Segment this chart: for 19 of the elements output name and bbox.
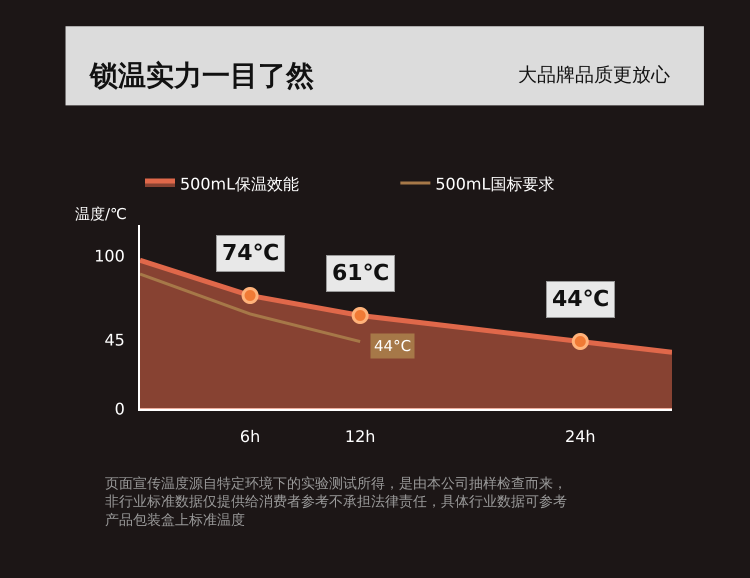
- data-label: 74℃: [222, 241, 280, 266]
- data-label: 61℃: [332, 261, 390, 286]
- x-tick-label: 12h: [344, 427, 376, 446]
- point: [242, 287, 259, 304]
- y-tick-label: 100: [94, 246, 125, 266]
- x-tick-label: 6h: [240, 427, 260, 446]
- y-tick-label: 45: [104, 330, 125, 350]
- data-label: 44°C: [374, 337, 412, 355]
- chart-subtitle: 大品牌品质更放心: [518, 64, 670, 86]
- data-label: 44℃: [552, 287, 610, 312]
- text: 页面宣传温度源自特定环境下的实验测试所得，是由本公司抽样检查而来，非行业标准数据仅提供给消费者参考不承担法律责任，具体行业数据可参考产品包装盒上标准温度: [105, 476, 567, 528]
- point: [572, 333, 589, 350]
- chart-title: 锁温实力一目了然: [89, 59, 314, 92]
- y-axis-title: 温度/℃: [75, 205, 127, 223]
- y-tick-label: 0: [114, 400, 125, 419]
- legend-label: 500mL国标要求: [435, 174, 554, 194]
- point: [352, 306, 369, 324]
- x-tick-label: 24h: [565, 427, 596, 446]
- legend-label: 500mL保温效能: [180, 174, 300, 194]
